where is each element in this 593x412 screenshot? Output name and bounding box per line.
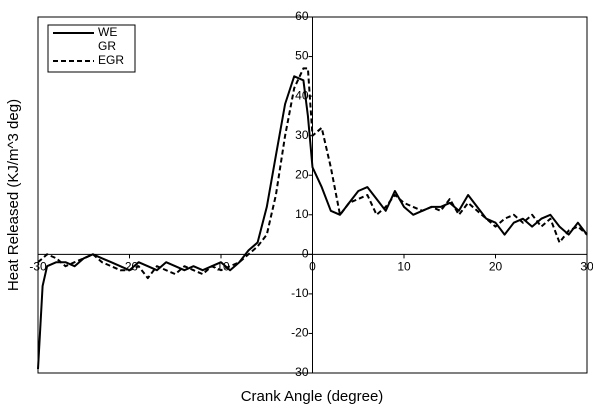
series-line [37, 75, 588, 370]
x-tick-label: 20 [489, 260, 503, 274]
x-tick-label: -20 [121, 260, 139, 274]
x-tick-label: 0 [309, 260, 316, 274]
x-tick-label: 30 [580, 260, 593, 274]
y-tick-label: 30 [295, 128, 309, 142]
legend-label: GR [98, 39, 116, 53]
y-tick-label: 50 [295, 49, 309, 63]
y-tick-label: 0 [302, 247, 309, 261]
x-tick-label: -30 [29, 260, 47, 274]
legend-label: EGR [98, 53, 124, 67]
series-line [37, 67, 588, 280]
legend-label: WE [98, 25, 117, 39]
y-tick-label: -20 [291, 326, 309, 340]
y-tick-label: 20 [295, 167, 309, 181]
x-tick-label: 10 [397, 260, 411, 274]
y-tick-label: 60 [295, 9, 309, 23]
y-tick-label: -10 [291, 286, 309, 300]
y-tick-label: -30 [291, 365, 309, 379]
y-tick-label: 10 [295, 207, 309, 221]
x-axis-label: Crank Angle (degree) [241, 388, 384, 405]
y-axis-label: Heat Released (KJ/m^3 deg) [5, 99, 22, 291]
